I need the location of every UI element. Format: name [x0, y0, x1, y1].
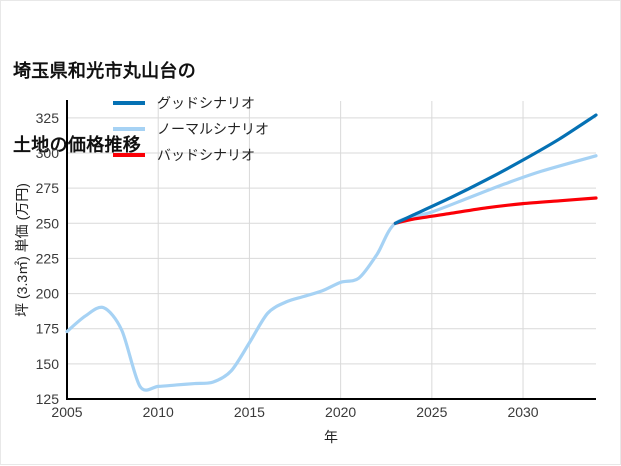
series-line-normal — [65, 154, 598, 392]
y-tick-label: 200 — [36, 286, 60, 302]
legend-label-0: グッドシナリオ — [157, 95, 255, 111]
y-tick-label: 150 — [36, 356, 60, 372]
y-tick-label: 125 — [36, 391, 60, 407]
series-line-bad — [393, 196, 598, 225]
page-title-line-1: 埼玉県和光市丸山台の — [13, 60, 196, 81]
x-tick-label: 2020 — [325, 404, 356, 420]
axis-lines — [66, 100, 596, 400]
y-tick-label: 325 — [36, 110, 60, 126]
gridlines — [67, 101, 596, 399]
y-tick-label: 175 — [36, 321, 60, 337]
y-tick-label: 250 — [36, 215, 60, 231]
page-title: 埼玉県和光市丸山台の 土地の価格推移 — [13, 9, 196, 208]
series-line-good — [393, 113, 598, 225]
x-tick-label: 2030 — [507, 404, 538, 420]
x-tick-labels: 2005 2010 2015 2020 2025 2030 — [51, 404, 538, 420]
x-tick-label: 2025 — [416, 404, 447, 420]
y-tick-label: 300 — [36, 145, 60, 161]
y-tick-label: 225 — [36, 250, 60, 266]
legend-label-1: ノーマルシナリオ — [157, 121, 269, 137]
x-tick-label: 2005 — [51, 404, 82, 420]
y-tick-label: 275 — [36, 180, 60, 196]
data-series-group — [65, 113, 598, 392]
x-tick-label: 2010 — [143, 404, 174, 420]
legend-label-2: バッドシナリオ — [157, 147, 255, 163]
x-axis-title: 年 — [324, 429, 338, 445]
y-axis-title: 坪 (3.3㎡) 単価 (万円) — [14, 183, 30, 317]
x-tick-label: 2015 — [234, 404, 265, 420]
y-tick-labels: 125 150 175 200 225 250 275 300 325 — [36, 110, 60, 407]
page-title-line-2: 土地の価格推移 — [13, 135, 142, 156]
